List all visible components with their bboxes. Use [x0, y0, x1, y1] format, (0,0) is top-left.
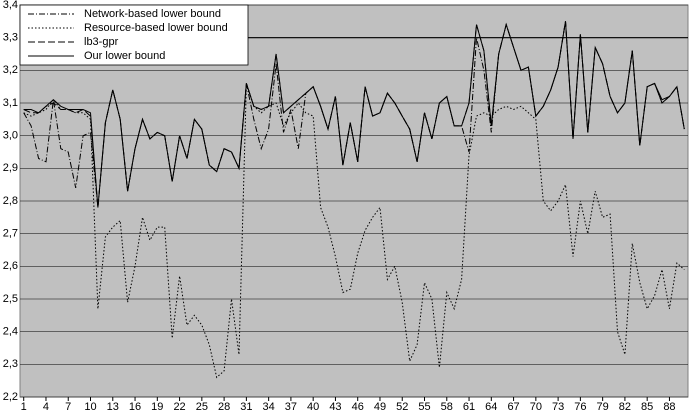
- x-tick-label: 4: [43, 401, 49, 412]
- y-tick-label: 2,3: [3, 358, 18, 370]
- x-tick-label: 46: [352, 401, 364, 412]
- x-tick-label: 49: [374, 401, 386, 412]
- legend-label: Resource-based lower bound: [84, 22, 228, 34]
- x-tick-label: 43: [329, 401, 341, 412]
- x-tick-label: 70: [530, 401, 542, 412]
- y-tick-label: 2,8: [3, 195, 18, 207]
- x-tick-label: 31: [240, 401, 252, 412]
- x-tick-label: 7: [65, 401, 71, 412]
- legend-label: lb3-gpr: [84, 36, 119, 48]
- x-tick-label: 85: [641, 401, 653, 412]
- x-tick-label: 28: [218, 401, 230, 412]
- x-tick-label: 52: [396, 401, 408, 412]
- x-tick-label: 79: [597, 401, 609, 412]
- y-tick-label: 2,6: [3, 260, 18, 272]
- x-tick-label: 16: [129, 401, 141, 412]
- x-tick-label: 40: [307, 401, 319, 412]
- x-tick-label: 55: [418, 401, 430, 412]
- y-tick-label: 2,4: [3, 326, 18, 338]
- legend-label: Our lower bound: [84, 50, 165, 62]
- x-tick-label: 58: [441, 401, 453, 412]
- x-tick-label: 76: [574, 401, 586, 412]
- x-tick-label: 64: [485, 401, 497, 412]
- x-tick-label: 61: [463, 401, 475, 412]
- x-tick-label: 82: [619, 401, 631, 412]
- y-tick-label: 3,4: [3, 0, 18, 11]
- x-tick-label: 37: [285, 401, 297, 412]
- series-line: [23, 21, 685, 208]
- y-tick-label: 2,2: [3, 391, 18, 403]
- x-tick-label: 67: [507, 401, 519, 412]
- y-tick-label: 2,7: [3, 228, 18, 240]
- x-tick-label: 13: [107, 401, 119, 412]
- y-tick-label: 3,1: [3, 97, 18, 109]
- x-tick-label: 73: [552, 401, 564, 412]
- y-tick-label: 3,2: [3, 64, 18, 76]
- x-tick-label: 1: [21, 401, 27, 412]
- y-tick-label: 3,3: [3, 32, 18, 44]
- x-tick-label: 10: [84, 401, 96, 412]
- x-tick-label: 88: [663, 401, 675, 412]
- x-tick-label: 25: [196, 401, 208, 412]
- legend-label: Network-based lower bound: [84, 8, 221, 20]
- y-tick-label: 3,0: [3, 130, 18, 142]
- x-tick-label: 19: [151, 401, 163, 412]
- x-tick-label: 34: [263, 401, 275, 412]
- x-tick-label: 22: [173, 401, 185, 412]
- y-tick-label: 2,5: [3, 293, 18, 305]
- legend-box: [19, 4, 249, 66]
- y-tick-label: 2,9: [3, 162, 18, 174]
